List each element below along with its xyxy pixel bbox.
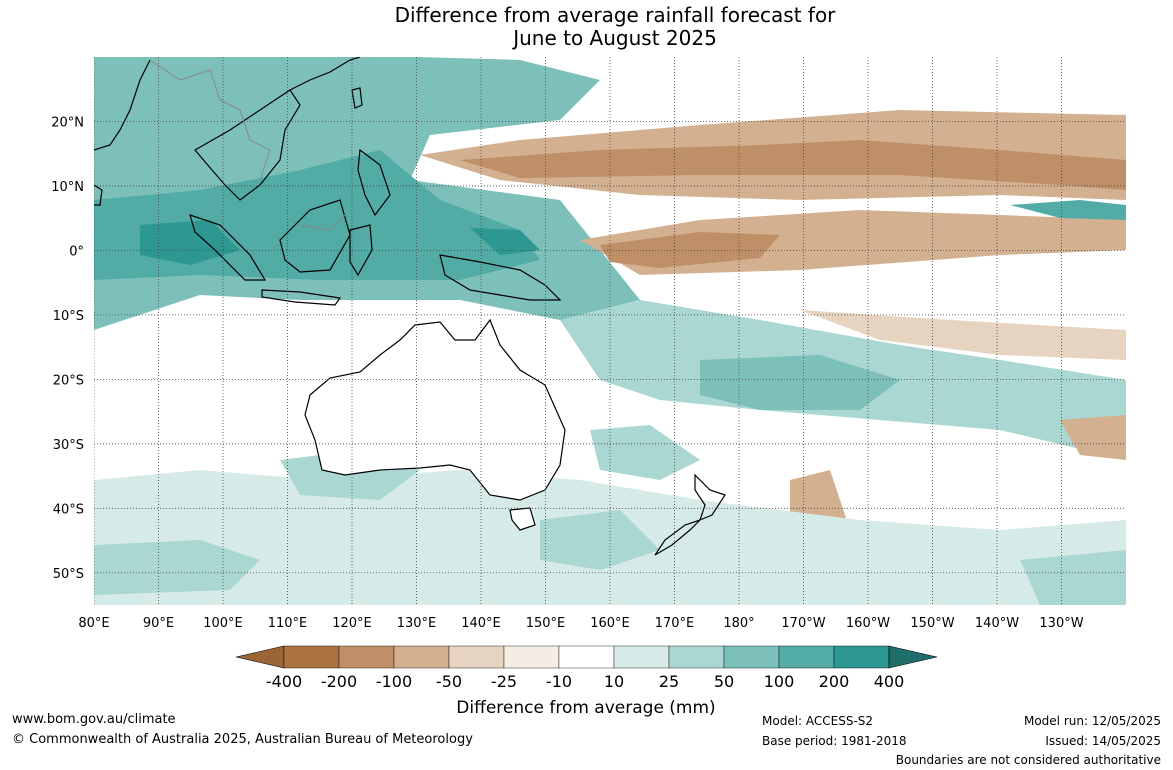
gridlines	[94, 57, 1126, 605]
model-run-text: Model run: 12/05/2025	[1023, 714, 1161, 728]
indochina-coastline	[194, 89, 301, 201]
colorbar-title: Difference from average (mm)	[456, 698, 715, 718]
colorbar-label: -25	[491, 672, 517, 691]
colorbar-segment	[283, 645, 340, 669]
colorbar-label: -100	[376, 672, 412, 691]
sri-lanka-coastline	[94, 184, 103, 206]
new-guinea-coastline	[439, 254, 562, 301]
australia-coastline	[304, 318, 566, 501]
lon-tick-label: 150°E	[526, 616, 566, 631]
lon-tick-label: 180°	[723, 616, 754, 631]
colorbar-segment	[833, 645, 890, 669]
colorbar: -400 -200 -100 -50 -25 -10 10 25 50 100 200 400	[235, 645, 938, 691]
colorbar-segment	[338, 645, 395, 669]
colorbar-label: 10	[604, 672, 624, 691]
lon-tick-label: 80°E	[78, 616, 109, 631]
model-text: Model: ACCESS-S2	[762, 714, 874, 728]
website-text: www.bom.gov.au/climate	[12, 712, 176, 727]
china-coastline	[289, 57, 361, 91]
colorbar-label: 400	[874, 672, 905, 691]
colorbar-label: -50	[436, 672, 462, 691]
lat-tick-label: 20°N	[51, 115, 84, 130]
boundaries-text: Boundaries are not considered authoritat…	[895, 753, 1161, 767]
colorbar-label: 200	[819, 672, 850, 691]
map-title: Difference from average rainfall forecas…	[0, 4, 1173, 50]
coastlines	[94, 57, 726, 556]
copyright-text: © Commonwealth of Australia 2025, Austra…	[12, 732, 473, 747]
dry-core-north-pacific	[460, 140, 1126, 190]
lon-tick-label: 140°W	[975, 616, 1019, 631]
lon-tick-label: 110°E	[268, 616, 308, 631]
colorbar-label: -200	[321, 672, 357, 691]
borneo-border	[299, 214, 346, 231]
sumatra-coastline	[189, 214, 267, 281]
colorbar-extend-low	[235, 645, 285, 669]
base-period-text: Base period: 1981-2018	[762, 734, 907, 748]
colorbar-segment	[503, 645, 560, 669]
asia-borders	[149, 59, 271, 181]
lon-tick-label: 140°E	[461, 616, 501, 631]
colorbar-label: -400	[266, 672, 302, 691]
lon-tick-label: 170°E	[655, 616, 695, 631]
dry-region-southeast-pacific	[800, 310, 1126, 360]
colorbar-segment	[558, 645, 615, 669]
colorbar-segment	[393, 645, 450, 669]
wet-core-southern-ocean-3	[1020, 550, 1126, 605]
colorbar-label: 50	[714, 672, 734, 691]
lon-tick-label: 90°E	[143, 616, 174, 631]
lon-tick-label: 130°W	[1039, 616, 1083, 631]
latitude-labels: 20°N 10°N 0° 10°S 20°S 30°S 40°S 50°S	[51, 115, 84, 581]
colorbar-label: 100	[764, 672, 795, 691]
lon-tick-label: 120°E	[332, 616, 372, 631]
colorbar-label: 25	[659, 672, 679, 691]
sulawesi-coastline	[349, 224, 373, 277]
lon-tick-label: 160°E	[590, 616, 630, 631]
wet-core-south-pacific	[700, 355, 900, 410]
colorbar-segment	[778, 645, 835, 669]
lon-tick-label: 100°E	[203, 616, 243, 631]
lat-tick-label: 30°S	[53, 438, 84, 453]
taiwan-coastline	[351, 87, 363, 109]
new-zealand-south-coastline	[654, 519, 701, 556]
wet-region-tasman	[590, 425, 700, 480]
lat-tick-label: 0°	[69, 244, 84, 259]
wet-core-southern-ocean	[94, 540, 260, 595]
philippines-coastline	[357, 148, 391, 217]
colorbar-segment	[448, 645, 505, 669]
lat-tick-label: 10°N	[51, 180, 84, 195]
longitude-labels: 80°E 90°E 100°E 110°E 120°E 130°E 140°E 150°E 16…	[78, 616, 1083, 631]
lat-tick-label: 40°S	[53, 502, 84, 517]
title-line-1: Difference from average rainfall forecas…	[394, 3, 836, 27]
wet-core-southern-ocean-2	[540, 510, 660, 570]
issued-text: Issued: 14/05/2025	[1045, 734, 1161, 748]
lon-tick-label: 170°W	[781, 616, 825, 631]
new-zealand-north-coastline	[694, 473, 726, 522]
dry-region-southeast-pacific-2	[1060, 415, 1126, 460]
lat-tick-label: 50°S	[53, 567, 84, 582]
lat-tick-label: 20°S	[53, 373, 84, 388]
java-coastline	[261, 289, 342, 306]
lat-tick-label: 10°S	[53, 309, 84, 324]
wet-core-east-pacific	[1010, 200, 1126, 220]
lon-tick-label: 160°W	[846, 616, 890, 631]
country-borders	[149, 59, 346, 231]
lon-tick-label: 150°W	[910, 616, 954, 631]
colorbar-extend-high	[888, 645, 938, 669]
lon-tick-label: 130°E	[397, 616, 437, 631]
map-area	[94, 57, 1126, 605]
colorbar-segment	[668, 645, 725, 669]
colorbar-segment	[613, 645, 670, 669]
title-line-2: June to August 2025	[513, 26, 717, 50]
wet-core-deep-2	[470, 228, 540, 255]
wet-core-deep	[140, 220, 240, 265]
india-coastline	[94, 59, 151, 151]
dry-core-equatorial-pacific	[600, 232, 780, 268]
colorbar-label: -10	[546, 672, 572, 691]
colorbar-segment	[723, 645, 780, 669]
